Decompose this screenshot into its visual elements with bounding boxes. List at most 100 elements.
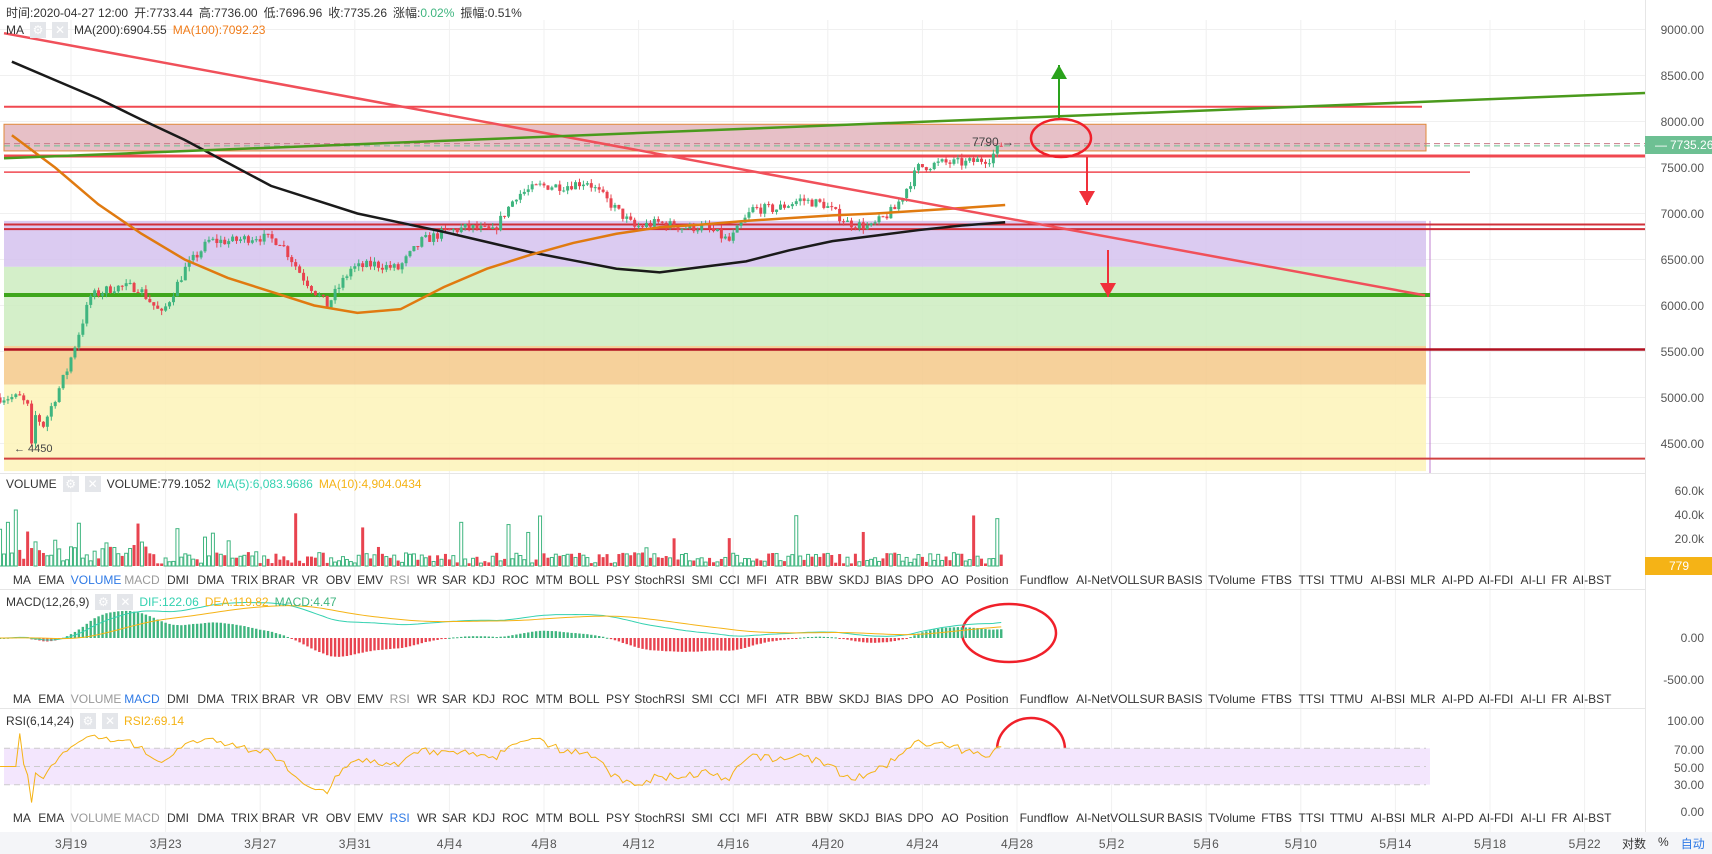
indicator-tab-cci[interactable]: CCI bbox=[719, 692, 740, 706]
indicator-tab-lsur[interactable]: LSUR bbox=[1132, 811, 1165, 825]
indicator-tab-ai-fdi[interactable]: AI-FDI bbox=[1478, 573, 1514, 587]
indicator-tab-fr[interactable]: FR bbox=[1551, 692, 1568, 706]
indicator-tab-skdj[interactable]: SKDJ bbox=[838, 811, 870, 825]
indicator-tab-ma[interactable]: MA bbox=[12, 692, 31, 706]
indicator-tab-boll[interactable]: BOLL bbox=[568, 573, 600, 587]
indicator-tab-smi[interactable]: SMI bbox=[691, 573, 713, 587]
indicator-tab-stochrsi[interactable]: StochRSI bbox=[634, 811, 685, 825]
indicator-tab-ai-bst[interactable]: AI-BST bbox=[1572, 573, 1612, 587]
indicator-tab-stochrsi[interactable]: StochRSI bbox=[634, 573, 685, 587]
indicator-tab-kdj[interactable]: KDJ bbox=[472, 573, 496, 587]
indicator-tab-obv[interactable]: OBV bbox=[325, 811, 352, 825]
indicator-tab-macd[interactable]: MACD bbox=[124, 811, 160, 825]
indicator-tab-mtm[interactable]: MTM bbox=[535, 573, 563, 587]
indicator-tab-mtm[interactable]: MTM bbox=[535, 811, 563, 825]
indicator-tab-position[interactable]: Position bbox=[965, 692, 1009, 706]
indicator-tab-ema[interactable]: EMA bbox=[38, 692, 65, 706]
indicator-tab-rsi[interactable]: RSI bbox=[389, 573, 410, 587]
indicator-tab-fr[interactable]: FR bbox=[1551, 573, 1568, 587]
indicator-tab-dma[interactable]: DMA bbox=[197, 811, 225, 825]
indicator-tab-brar[interactable]: BRAR bbox=[261, 573, 296, 587]
indicator-tab-bias[interactable]: BIAS bbox=[875, 573, 903, 587]
indicator-tab-sar[interactable]: SAR bbox=[441, 573, 467, 587]
indicator-tab-emv[interactable]: EMV bbox=[357, 573, 384, 587]
indicator-tab-ttmu[interactable]: TTMU bbox=[1329, 811, 1364, 825]
indicator-tab-mfi[interactable]: MFI bbox=[746, 692, 768, 706]
indicator-tab-mlr[interactable]: MLR bbox=[1410, 573, 1436, 587]
indicator-tab-dpo[interactable]: DPO bbox=[907, 692, 934, 706]
indicator-tab-boll[interactable]: BOLL bbox=[568, 811, 600, 825]
indicator-tab-ai-li[interactable]: AI-LI bbox=[1520, 692, 1546, 706]
indicator-tab-dma[interactable]: DMA bbox=[197, 692, 225, 706]
indicator-tab-position[interactable]: Position bbox=[965, 573, 1009, 587]
indicator-tab-psy[interactable]: PSY bbox=[606, 573, 631, 587]
gear-icon[interactable]: ⚙ bbox=[95, 594, 112, 610]
indicator-tab-ai-netvol[interactable]: AI-NetVOL bbox=[1076, 811, 1135, 825]
indicator-tab-mlr[interactable]: MLR bbox=[1410, 692, 1436, 706]
close-icon[interactable]: ✕ bbox=[52, 22, 68, 38]
gear-icon[interactable]: ⚙ bbox=[80, 713, 97, 729]
indicator-tab-mfi[interactable]: MFI bbox=[746, 811, 768, 825]
indicator-tab-macd[interactable]: MACD bbox=[124, 692, 160, 706]
indicator-tab-emv[interactable]: EMV bbox=[357, 811, 384, 825]
close-icon[interactable]: ✕ bbox=[84, 476, 101, 492]
indicator-tab-bias[interactable]: BIAS bbox=[875, 692, 903, 706]
indicator-tab-ai-pd[interactable]: AI-PD bbox=[1441, 692, 1474, 706]
indicator-tab-tvolume[interactable]: TVolume bbox=[1208, 811, 1256, 825]
indicator-tab-kdj[interactable]: KDJ bbox=[472, 811, 496, 825]
indicator-tab-ema[interactable]: EMA bbox=[38, 573, 65, 587]
indicator-tab-dmi[interactable]: DMI bbox=[166, 811, 189, 825]
indicator-tab-ai-bsi[interactable]: AI-BSI bbox=[1370, 692, 1406, 706]
close-icon[interactable]: ✕ bbox=[102, 713, 119, 729]
indicator-tab-emv[interactable]: EMV bbox=[357, 692, 384, 706]
indicator-tab-trix[interactable]: TRIX bbox=[230, 692, 259, 706]
indicator-tab-ao[interactable]: AO bbox=[941, 573, 959, 587]
indicator-tab-basis[interactable]: BASIS bbox=[1167, 692, 1203, 706]
indicator-tab-macd[interactable]: MACD bbox=[124, 573, 160, 587]
indicator-tab-fundflow[interactable]: Fundflow bbox=[1019, 692, 1069, 706]
indicator-tab-wr[interactable]: WR bbox=[416, 692, 437, 706]
indicator-tab-roc[interactable]: ROC bbox=[502, 573, 529, 587]
gear-icon[interactable]: ⚙ bbox=[62, 476, 79, 492]
indicator-tab-ai-bsi[interactable]: AI-BSI bbox=[1370, 573, 1406, 587]
auto-scale-toggle[interactable]: 自动 bbox=[1680, 837, 1705, 851]
indicator-tab-stochrsi[interactable]: StochRSI bbox=[634, 692, 685, 706]
indicator-tab-obv[interactable]: OBV bbox=[325, 692, 352, 706]
indicator-tab-mtm[interactable]: MTM bbox=[535, 692, 563, 706]
indicator-tab-tvolume[interactable]: TVolume bbox=[1208, 692, 1256, 706]
indicator-tab-basis[interactable]: BASIS bbox=[1167, 811, 1203, 825]
indicator-tab-volume[interactable]: VOLUME bbox=[70, 692, 122, 706]
indicator-tab-ai-pd[interactable]: AI-PD bbox=[1441, 573, 1474, 587]
percent-scale-toggle[interactable]: % bbox=[1658, 835, 1669, 849]
indicator-tab-ai-bst[interactable]: AI-BST bbox=[1572, 811, 1612, 825]
indicator-tab-tvolume[interactable]: TVolume bbox=[1208, 573, 1256, 587]
indicator-tab-sar[interactable]: SAR bbox=[441, 811, 467, 825]
indicator-tab-kdj[interactable]: KDJ bbox=[472, 692, 496, 706]
indicator-tab-cci[interactable]: CCI bbox=[719, 573, 740, 587]
indicator-tab-roc[interactable]: ROC bbox=[502, 692, 529, 706]
indicator-tab-rsi[interactable]: RSI bbox=[389, 692, 410, 706]
indicator-tab-ai-netvol[interactable]: AI-NetVOL bbox=[1076, 692, 1135, 706]
indicator-tab-ema[interactable]: EMA bbox=[38, 811, 65, 825]
indicator-tab-cci[interactable]: CCI bbox=[719, 811, 740, 825]
indicator-tab-ftbs[interactable]: FTBS bbox=[1261, 811, 1292, 825]
indicator-tab-position[interactable]: Position bbox=[965, 811, 1009, 825]
indicator-tab-ftbs[interactable]: FTBS bbox=[1261, 692, 1292, 706]
gear-icon[interactable]: ⚙ bbox=[30, 22, 46, 38]
indicator-tab-fr[interactable]: FR bbox=[1551, 811, 1568, 825]
indicator-tab-bias[interactable]: BIAS bbox=[875, 811, 903, 825]
indicator-tab-ai-bsi[interactable]: AI-BSI bbox=[1370, 811, 1406, 825]
indicator-tab-ai-netvol[interactable]: AI-NetVOL bbox=[1076, 573, 1135, 587]
indicator-tab-atr[interactable]: ATR bbox=[775, 573, 799, 587]
indicator-tab-ttsi[interactable]: TTSI bbox=[1298, 811, 1325, 825]
indicator-tab-dmi[interactable]: DMI bbox=[166, 692, 189, 706]
indicator-tab-atr[interactable]: ATR bbox=[775, 692, 799, 706]
indicator-tab-roc[interactable]: ROC bbox=[502, 811, 529, 825]
indicator-tab-psy[interactable]: PSY bbox=[606, 811, 631, 825]
indicator-tab-ftbs[interactable]: FTBS bbox=[1261, 573, 1292, 587]
indicator-tab-basis[interactable]: BASIS bbox=[1167, 573, 1203, 587]
indicator-tab-rsi[interactable]: RSI bbox=[389, 811, 410, 825]
indicator-tab-dpo[interactable]: DPO bbox=[907, 573, 934, 587]
indicator-tab-bbw[interactable]: BBW bbox=[805, 573, 833, 587]
